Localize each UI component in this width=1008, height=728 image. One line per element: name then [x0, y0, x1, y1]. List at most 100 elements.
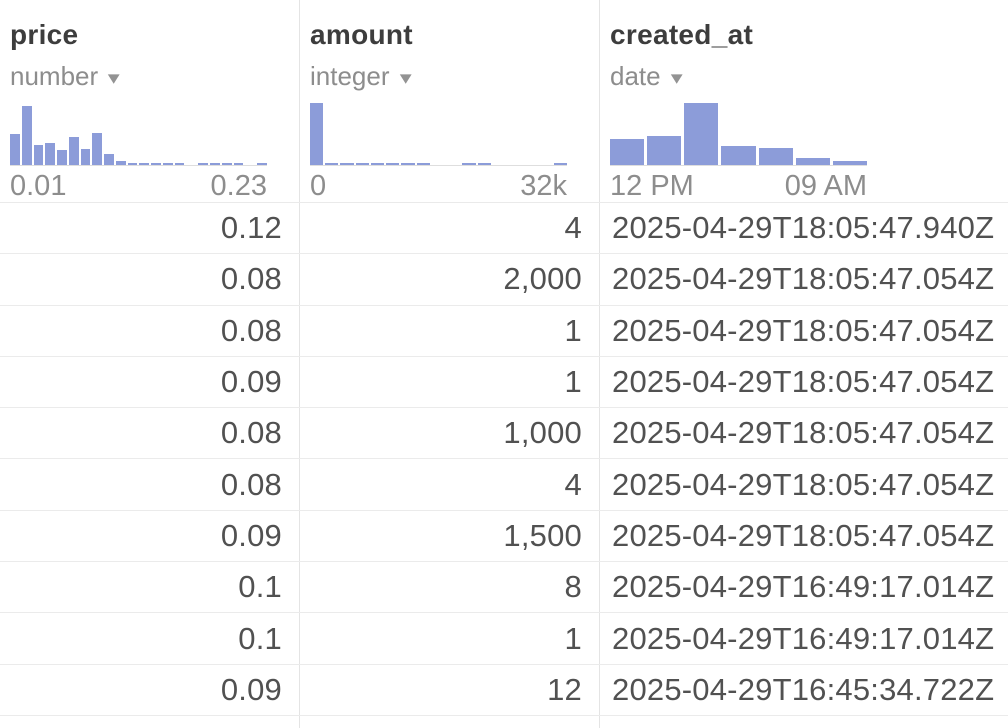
histogram-min-label: 0 [310, 170, 327, 202]
histogram-bar [57, 150, 67, 165]
histogram-max-label: 0.23 [210, 170, 267, 202]
histogram-min-label: 0.01 [10, 170, 67, 202]
histogram-amount[interactable] [310, 103, 567, 166]
histogram-bar [758, 148, 793, 165]
histogram-bar [310, 103, 324, 165]
table-row: 0.1 8 2025-04-29T16:49:17.014Z [0, 562, 1008, 614]
histogram-bar [401, 163, 415, 165]
histogram-bar [610, 139, 645, 165]
table-row: 0.08 2,000 2025-04-29T18:05:47.054Z [0, 254, 1008, 306]
column-type-dropdown[interactable]: integer ▾ [310, 61, 412, 91]
table-cell-amount: 12 [300, 664, 600, 715]
histogram-bar [115, 161, 126, 165]
column-type-label: number [10, 61, 99, 91]
table-cell-price: 0.08 [0, 305, 300, 356]
histogram-bar [386, 163, 400, 165]
table-cell-amount: 1,500 [300, 510, 600, 562]
histogram-bar [340, 163, 354, 165]
histogram-bar [355, 163, 369, 165]
histogram-bar [416, 163, 430, 165]
table-cell-amount: 1 [300, 356, 600, 408]
table-cell-created_at: 2025-04-29T18:05:47.054Z [612, 466, 995, 502]
table-cell-amount [300, 715, 600, 728]
table-row: 0.1 1 2025-04-29T16:49:17.014Z [0, 613, 1008, 665]
histogram-bar [721, 146, 756, 165]
histogram-bar [10, 134, 20, 165]
histogram-bar [233, 163, 244, 165]
table-cell-price: 0.08 [0, 254, 300, 305]
histogram-max-label: 32k [520, 170, 567, 202]
table-cell-created_at [600, 716, 1008, 728]
table-body: 0.12 4 2025-04-29T18:05:47.940Z 0.08 2,000 20… [0, 203, 1008, 728]
table-cell-created_at: 2025-04-29T18:05:47.054Z [612, 364, 995, 400]
chevron-down-icon: ▾ [399, 67, 412, 89]
table-cell-created_at: 2025-04-29T16:45:34.722Z [612, 671, 995, 707]
column-header-created-at: created_at date ▾ 12 PM 09 AM [600, 0, 1008, 202]
histogram-bar [174, 163, 185, 165]
chevron-down-icon: ▾ [107, 67, 120, 89]
table-cell-created_at: 2025-04-29T18:05:47.054Z [612, 415, 995, 451]
histogram-bar [647, 136, 682, 165]
table-cell-price: 0.09 [0, 664, 300, 715]
column-type-dropdown[interactable]: number ▾ [10, 61, 120, 91]
table-cell-price [0, 715, 300, 728]
histogram-bar [477, 163, 491, 165]
histogram-labels: 0 32k [310, 171, 567, 201]
histogram-bar [684, 103, 719, 165]
table-cell-price: 0.08 [0, 459, 300, 510]
table-cell-price: 0.09 [0, 356, 300, 408]
histogram-price[interactable] [10, 104, 267, 166]
histogram-bar [370, 163, 385, 165]
column-header-price: price number ▾ 0.01 0.23 [0, 0, 300, 202]
table-cell-created_at: 2025-04-29T16:49:17.014Z [612, 620, 995, 656]
table-cell-amount: 4 [300, 203, 600, 254]
histogram-bar [33, 145, 44, 165]
histogram-bar [462, 163, 476, 165]
table-row [0, 715, 1008, 728]
histogram-bar [162, 163, 173, 165]
table-row: 0.08 1 2025-04-29T18:05:47.054Z [0, 305, 1008, 357]
table-cell-created_at: 2025-04-29T18:05:47.054Z [612, 261, 995, 297]
table-row: 0.09 12 2025-04-29T16:45:34.722Z [0, 664, 1008, 716]
histogram-bar [325, 163, 339, 165]
table-cell-created_at: 2025-04-29T18:05:47.054Z [612, 312, 995, 348]
histogram-bar [68, 137, 79, 165]
histogram-bar [139, 163, 150, 165]
chevron-down-icon: ▾ [670, 67, 683, 89]
table-cell-amount: 1 [300, 305, 600, 356]
histogram-bar [80, 149, 91, 165]
histogram-bar [45, 143, 56, 165]
table-cell-amount: 4 [300, 459, 600, 510]
histogram-labels: 12 PM 09 AM [610, 171, 867, 201]
column-type-label: date [610, 61, 661, 91]
table-cell-price: 0.1 [0, 562, 300, 613]
histogram-created-at[interactable] [610, 103, 867, 166]
histogram-bar [832, 161, 867, 165]
histogram-bar [221, 163, 232, 165]
table-row: 0.08 4 2025-04-29T18:05:47.054Z [0, 459, 1008, 511]
histogram-max-label: 09 AM [784, 170, 867, 202]
table-cell-amount: 1,000 [300, 408, 600, 459]
table-cell-amount: 1 [300, 613, 600, 664]
table-cell-created_at: 2025-04-29T18:05:47.940Z [612, 210, 995, 246]
table-cell-price: 0.08 [0, 408, 300, 459]
column-name: created_at [610, 19, 754, 50]
histogram-labels: 0.01 0.23 [10, 171, 267, 201]
histogram-bar [92, 133, 103, 165]
table-cell-amount: 8 [300, 562, 600, 613]
table-row: 0.12 4 2025-04-29T18:05:47.940Z [0, 203, 1008, 255]
column-name: amount [310, 19, 413, 50]
column-header-amount: amount integer ▾ 0 32k [300, 0, 600, 202]
column-type-dropdown[interactable]: date ▾ [610, 61, 683, 91]
histogram-bar [104, 154, 114, 165]
table-cell-price: 0.09 [0, 510, 300, 562]
histogram-bar [257, 163, 267, 165]
histogram-bar [127, 163, 138, 165]
table-header-row: price number ▾ 0.01 0.23 amount integer … [0, 0, 1008, 203]
table-row: 0.09 1 2025-04-29T18:05:47.054Z [0, 356, 1008, 409]
table-cell-price: 0.1 [0, 613, 300, 664]
histogram-bar [795, 158, 830, 165]
histogram-bar [21, 106, 32, 165]
column-type-label: integer [310, 61, 390, 91]
